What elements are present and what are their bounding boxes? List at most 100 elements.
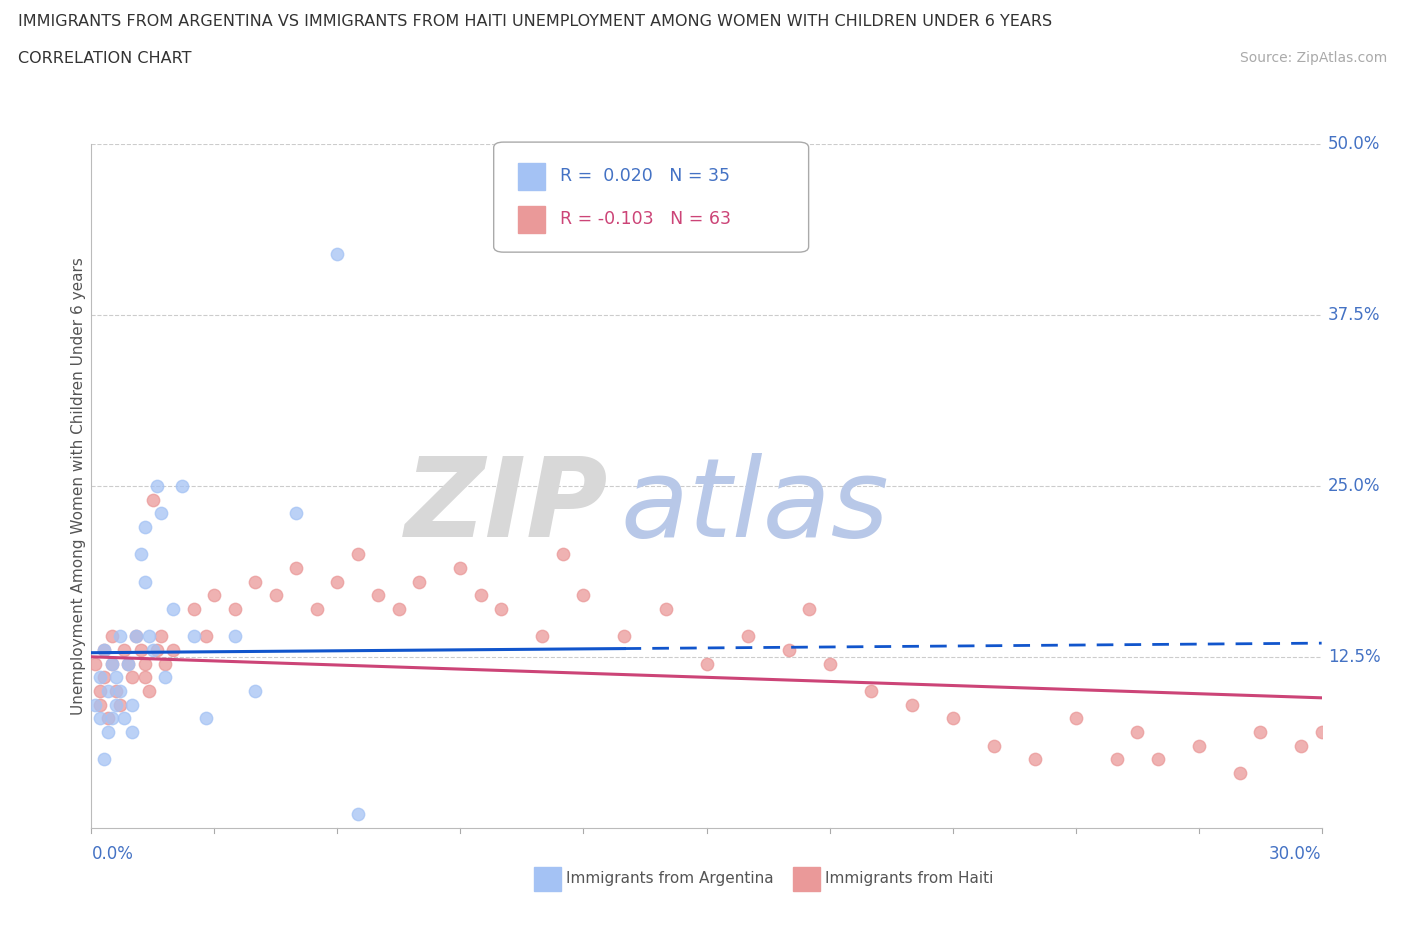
Point [305, 602, 328, 617]
Point [129, 547, 152, 562]
Point [245, 574, 267, 589]
Point [129, 643, 152, 658]
Point [112, 711, 135, 725]
Point [245, 684, 267, 698]
Point [449, 561, 471, 576]
Point [101, 657, 124, 671]
Point [162, 643, 184, 658]
Point [121, 724, 143, 739]
Text: IMMIGRANTS FROM ARGENTINA VS IMMIGRANTS FROM HAITI UNEMPLOYMENT AMONG WOMEN WITH: IMMIGRANTS FROM ARGENTINA VS IMMIGRANTS … [18, 14, 1053, 29]
Point [105, 670, 127, 684]
Point [1105, 751, 1128, 766]
Point [105, 684, 127, 698]
Text: R = -0.103   N = 63: R = -0.103 N = 63 [560, 210, 731, 229]
Point [900, 698, 922, 712]
Point [264, 588, 287, 603]
Point [695, 657, 717, 671]
Text: 50.0%: 50.0% [1327, 135, 1381, 153]
Point [153, 670, 177, 684]
Point [134, 670, 156, 684]
Bar [534, 867, 561, 891]
Point [195, 629, 218, 644]
Bar [519, 163, 546, 190]
Point [1064, 711, 1087, 725]
Point [93, 670, 115, 684]
Text: atlas: atlas [620, 453, 889, 560]
Bar [519, 206, 546, 233]
Point [138, 684, 160, 698]
Point [818, 657, 841, 671]
Point [797, 602, 820, 617]
Point [89, 711, 111, 725]
Text: R =  0.020   N = 35: R = 0.020 N = 35 [560, 167, 730, 185]
Text: Source: ZipAtlas.com: Source: ZipAtlas.com [1240, 51, 1388, 65]
Text: Immigrants from Argentina: Immigrants from Argentina [567, 871, 773, 886]
Point [1126, 724, 1149, 739]
Point [117, 657, 139, 671]
Text: 37.5%: 37.5% [1327, 306, 1381, 324]
Point [326, 574, 349, 589]
Bar [793, 867, 820, 891]
Point [93, 643, 115, 658]
Y-axis label: Unemployment Among Women with Children Under 6 years: Unemployment Among Women with Children U… [70, 257, 86, 715]
Point [654, 602, 676, 617]
Point [89, 684, 111, 698]
Point [470, 588, 492, 603]
Point [170, 479, 193, 494]
Text: CORRELATION CHART: CORRELATION CHART [18, 51, 191, 66]
Point [134, 574, 156, 589]
Point [134, 657, 156, 671]
Point [108, 698, 131, 712]
Point [408, 574, 430, 589]
Point [1187, 738, 1209, 753]
Point [93, 751, 115, 766]
Point [326, 246, 349, 261]
Point [101, 629, 124, 644]
Point [1024, 751, 1046, 766]
Point [125, 629, 148, 644]
Point [121, 698, 143, 712]
Point [138, 629, 160, 644]
Point [572, 588, 595, 603]
Point [89, 670, 111, 684]
Point [1146, 751, 1168, 766]
Point [531, 629, 554, 644]
Point [183, 629, 205, 644]
Point [347, 547, 370, 562]
Point [551, 547, 574, 562]
Point [347, 806, 370, 821]
Text: ZIP: ZIP [405, 453, 607, 560]
Point [150, 629, 173, 644]
Point [367, 588, 389, 603]
Point [146, 643, 169, 658]
Point [97, 684, 120, 698]
Point [153, 657, 177, 671]
Point [105, 698, 127, 712]
Point [142, 492, 165, 507]
Point [1229, 765, 1251, 780]
Point [108, 684, 131, 698]
Point [125, 629, 148, 644]
Point [101, 657, 124, 671]
Point [388, 602, 411, 617]
Text: 12.5%: 12.5% [1327, 648, 1381, 666]
Point [93, 643, 115, 658]
Point [1289, 738, 1312, 753]
Point [97, 724, 120, 739]
Point [146, 479, 169, 494]
Point [737, 629, 759, 644]
Point [778, 643, 800, 658]
Point [162, 602, 184, 617]
Point [1310, 724, 1333, 739]
Point [121, 670, 143, 684]
Point [84, 698, 107, 712]
Text: 30.0%: 30.0% [1270, 844, 1322, 863]
Point [117, 657, 139, 671]
FancyBboxPatch shape [494, 142, 808, 252]
Point [859, 684, 882, 698]
Point [285, 561, 308, 576]
Point [285, 506, 308, 521]
Point [491, 602, 513, 617]
Text: Immigrants from Haiti: Immigrants from Haiti [824, 871, 993, 886]
Text: 0.0%: 0.0% [91, 844, 134, 863]
